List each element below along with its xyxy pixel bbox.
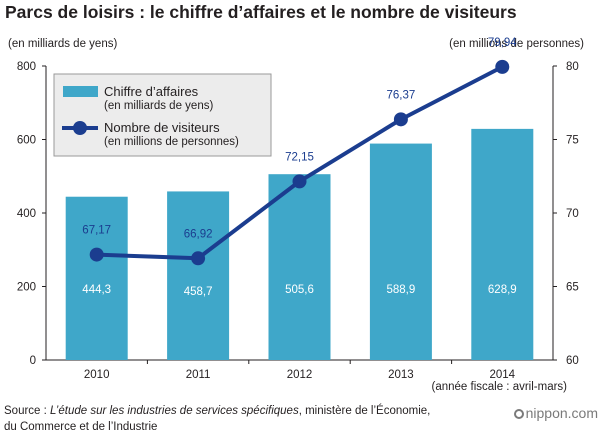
- visitors-point: [393, 112, 408, 127]
- revenue-bar-label: 505,6: [285, 284, 314, 296]
- revenue-bar: [471, 128, 534, 360]
- x-tick-label: 2013: [388, 369, 414, 381]
- revenue-bar: [369, 143, 432, 360]
- right-tick-label: 80: [566, 61, 579, 73]
- visitors-point: [89, 247, 104, 262]
- right-axis-unit: (en millions de personnes): [449, 38, 584, 50]
- left-tick-label: 400: [17, 208, 36, 220]
- revenue-bar-label: 444,3: [82, 284, 111, 296]
- revenue-bar-label: 588,9: [387, 284, 416, 296]
- legend-bar-swatch: [63, 86, 98, 97]
- visitors-point: [191, 251, 206, 266]
- right-tick-label: 65: [566, 282, 579, 294]
- right-tick-label: 75: [566, 135, 579, 147]
- brand-name: nippon.com: [525, 405, 598, 421]
- visitors-point: [495, 59, 510, 74]
- revenue-bar: [65, 196, 128, 360]
- revenue-bar: [167, 191, 230, 360]
- right-tick-label: 60: [566, 355, 579, 367]
- visitors-point: [292, 174, 307, 189]
- left-tick-label: 200: [17, 282, 36, 294]
- left-tick-label: 800: [17, 61, 36, 73]
- revenue-bar-label: 458,7: [184, 286, 213, 298]
- fiscal-year-note: (année fiscale : avril-mars): [431, 381, 567, 393]
- source-prefix: Source :: [4, 405, 51, 417]
- visitors-data-label: 66,92: [184, 228, 213, 240]
- visitors-data-label: 72,15: [285, 151, 314, 163]
- brand-logo: nippon.com: [513, 405, 598, 421]
- chart-title: Parcs de loisirs : le chiffre d’affaires…: [5, 2, 517, 22]
- legend-revenue-unit: (en milliards de yens): [104, 100, 213, 112]
- x-tick-label: 2010: [84, 369, 110, 381]
- source-ministry: , ministère de l’Économie,: [298, 405, 431, 417]
- legend-line-marker: [73, 121, 87, 135]
- brand-circle-icon: [513, 409, 524, 419]
- visitors-data-label: 76,37: [387, 89, 416, 101]
- visitors-data-label: 79,94: [488, 37, 517, 49]
- revenue-bar-label: 628,9: [488, 284, 517, 296]
- right-tick-label: 70: [566, 208, 579, 220]
- x-tick-label: 2014: [490, 369, 516, 381]
- legend-visitors-unit: (en millions de personnes): [104, 136, 239, 148]
- source-note: Source : L’étude sur les industries de s…: [4, 404, 430, 435]
- source-ministry-line2: du Commerce et de l’Industrie: [4, 420, 158, 433]
- x-tick-label: 2011: [186, 369, 211, 381]
- x-tick-label: 2012: [287, 369, 313, 381]
- left-tick-label: 0: [30, 355, 36, 367]
- left-axis-unit: (en milliards de yens): [8, 38, 118, 50]
- left-tick-label: 600: [17, 135, 36, 147]
- visitors-data-label: 67,17: [82, 225, 111, 237]
- source-title: L’étude sur les industries de services s…: [50, 405, 299, 417]
- legend-revenue-label: Chiffre d’affaires: [104, 84, 199, 99]
- revenue-bar: [268, 174, 331, 360]
- legend-visitors-label: Nombre de visiteurs: [104, 120, 220, 135]
